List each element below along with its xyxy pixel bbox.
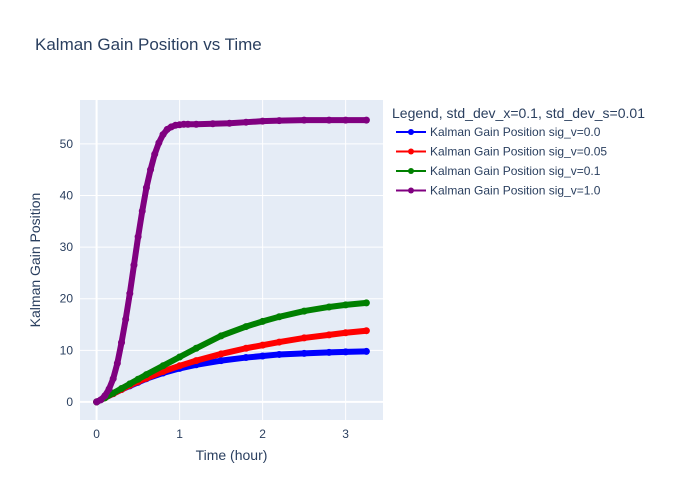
data-point [362, 299, 370, 307]
data-point [126, 380, 134, 388]
data-point [118, 339, 126, 347]
data-point [217, 350, 225, 358]
data-point [130, 261, 138, 269]
legend-swatch-marker [408, 187, 414, 194]
x-axis-title: Time (hour) [196, 447, 268, 463]
data-point [142, 184, 150, 192]
legend-title: Legend, std_dev_x=0.1, std_dev_s=0.01 [392, 105, 645, 121]
legend-swatch-marker [408, 148, 414, 155]
x-tick-label: 0 [93, 427, 100, 441]
x-axis-ticks: 0 1 2 3 [93, 427, 349, 441]
data-point [300, 116, 308, 124]
series-3 [93, 116, 370, 406]
x-tick-label: 2 [259, 427, 266, 441]
data-point [113, 359, 121, 367]
data-point [325, 116, 333, 124]
data-point [134, 233, 142, 241]
y-axis-title: Kalman Gain Position [27, 193, 43, 328]
chart-title: Kalman Gain Position vs Time [35, 35, 262, 54]
data-point [192, 120, 200, 128]
y-tick-label: 50 [60, 137, 74, 151]
legend-item[interactable]: Kalman Gain Position sig_v=0.1 [396, 164, 601, 178]
data-point [176, 362, 184, 370]
data-point [342, 329, 350, 337]
legend-item[interactable]: Kalman Gain Position sig_v=1.0 [396, 184, 601, 198]
data-point [342, 348, 350, 356]
data-point [155, 139, 163, 147]
data-point [342, 301, 350, 309]
data-point [325, 348, 333, 356]
x-tick-label: 1 [176, 427, 183, 441]
legend-label: Kalman Gain Position sig_v=0.05 [430, 145, 607, 159]
data-point [217, 332, 225, 340]
data-point [105, 385, 113, 393]
legend-label: Kalman Gain Position sig_v=0.0 [430, 125, 601, 139]
legend: Legend, std_dev_x=0.1, std_dev_s=0.01 Ka… [392, 105, 645, 198]
data-point [300, 307, 308, 315]
y-tick-label: 30 [60, 240, 74, 254]
data-point [242, 354, 250, 362]
data-point [142, 371, 150, 379]
legend-swatch-marker [408, 168, 414, 174]
data-point [159, 362, 167, 370]
data-point [275, 338, 283, 346]
data-point [300, 334, 308, 342]
data-point [325, 331, 333, 339]
data-point [192, 357, 200, 365]
data-point [362, 347, 370, 355]
legend-item[interactable]: Kalman Gain Position sig_v=0.05 [396, 145, 607, 159]
data-point [362, 116, 370, 124]
y-tick-label: 40 [60, 188, 74, 202]
data-point [159, 131, 167, 139]
data-point [217, 357, 225, 365]
data-point [184, 120, 192, 128]
data-point [325, 303, 333, 311]
data-point [101, 392, 109, 400]
data-point [192, 344, 200, 352]
data-point [147, 166, 155, 174]
data-point [138, 207, 146, 215]
legend-swatch-marker [408, 129, 414, 135]
y-tick-label: 20 [60, 292, 74, 306]
plot-area [80, 100, 383, 420]
data-point [259, 117, 267, 125]
data-point [176, 353, 184, 361]
data-point [275, 350, 283, 358]
data-point [259, 352, 267, 360]
data-point [118, 385, 126, 393]
data-point [209, 120, 217, 128]
x-tick-label: 3 [342, 427, 349, 441]
data-point [242, 344, 250, 352]
data-point [225, 119, 233, 127]
data-point [242, 118, 250, 126]
data-point [259, 341, 267, 349]
legend-item[interactable]: Kalman Gain Position sig_v=0.0 [396, 125, 601, 139]
series-layer [93, 116, 370, 406]
legend-label: Kalman Gain Position sig_v=0.1 [430, 164, 601, 178]
y-axis-ticks: 0 10 20 30 40 50 [60, 137, 74, 409]
y-tick-label: 0 [66, 395, 73, 409]
data-point [134, 375, 142, 383]
data-point [109, 375, 117, 383]
legend-label: Kalman Gain Position sig_v=1.0 [430, 184, 601, 198]
y-tick-label: 10 [60, 343, 74, 357]
data-point [242, 323, 250, 331]
data-point [126, 290, 134, 298]
data-point [342, 116, 350, 124]
data-point [362, 327, 370, 335]
data-point [275, 117, 283, 125]
data-point [122, 315, 130, 323]
data-point [259, 317, 267, 325]
data-point [300, 349, 308, 357]
data-point [275, 313, 283, 321]
data-point [151, 150, 159, 158]
